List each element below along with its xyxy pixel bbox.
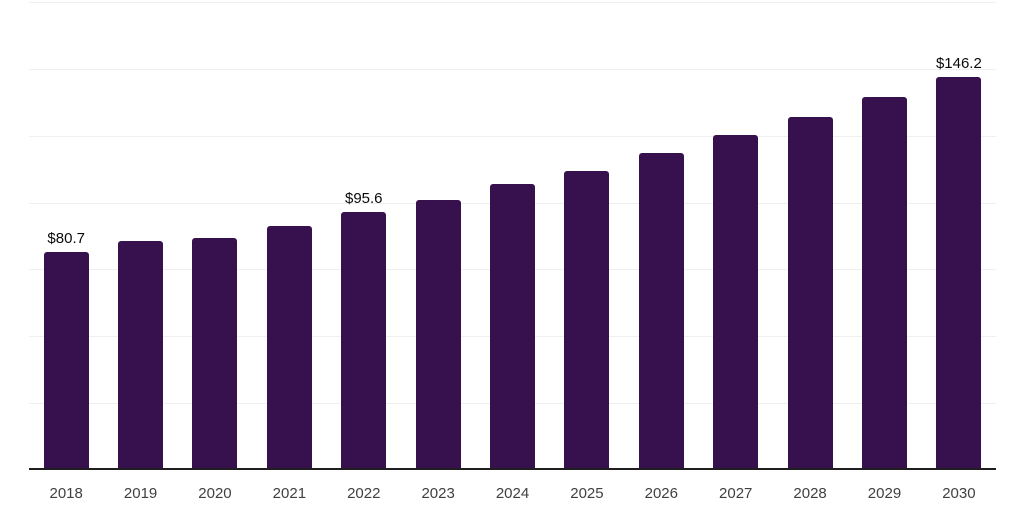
bar-2023[interactable] — [415, 199, 461, 468]
bar-slot-2021 — [252, 226, 326, 468]
x-tick-label-2019: 2019 — [123, 485, 158, 502]
x-tick-label-2026: 2026 — [644, 485, 678, 502]
bar-2018[interactable] — [43, 252, 89, 468]
bars-container: $80.7 $95.6 $146.2 — [29, 2, 996, 468]
bar-2020[interactable] — [192, 237, 238, 468]
x-tick-label-2025: 2025 — [570, 485, 604, 502]
bar-2030[interactable] — [936, 77, 982, 468]
bar-value-label-2022: $95.6 — [344, 190, 383, 208]
bar-slot-2019 — [103, 241, 177, 468]
bar-slot-2026 — [624, 152, 698, 468]
x-tick-label-2022: 2022 — [347, 485, 381, 502]
bar-slot-2025 — [550, 170, 624, 468]
bar-slot-2027 — [699, 134, 773, 468]
bar-slot-2020 — [178, 237, 252, 468]
bar-2027[interactable] — [713, 134, 759, 468]
bar-value-label-2030: $146.2 — [935, 55, 982, 73]
gridline-125 — [29, 135, 996, 137]
bar-slot-2023 — [401, 199, 475, 468]
bar-slot-2028 — [773, 117, 847, 468]
bar-2019[interactable] — [118, 241, 164, 468]
x-axis: 2018 2019 2020 2021 2022 2023 2024 2025 2026 2027… — [29, 472, 996, 512]
x-tick-label-2018: 2018 — [49, 485, 83, 502]
bar-2024[interactable] — [490, 184, 536, 468]
bar-2029[interactable] — [861, 97, 907, 468]
gridline-150 — [29, 68, 996, 70]
gridline-175 — [29, 2, 996, 3]
bar-value-label-2018: $80.7 — [47, 230, 85, 248]
bar-2026[interactable] — [638, 152, 684, 468]
bar-2021[interactable] — [266, 226, 312, 468]
x-tick-label-2023: 2023 — [421, 485, 455, 502]
x-tick-label-2020: 2020 — [198, 485, 232, 502]
plot-area: $80.7 $95.6 $146.2 — [29, 2, 996, 470]
bar-2022[interactable] — [341, 212, 387, 468]
x-tick-label-2021: 2021 — [272, 485, 307, 502]
x-tick-label-2028: 2028 — [793, 485, 827, 502]
bar-slot-2022: $95.6 — [327, 191, 401, 468]
bar-slot-2018: $80.7 — [29, 231, 103, 468]
bar-2028[interactable] — [787, 117, 833, 468]
x-tick-label-2027: 2027 — [719, 485, 753, 502]
bar-slot-2029 — [847, 97, 921, 468]
x-tick-label-2029: 2029 — [867, 485, 902, 502]
x-tick-label-2024: 2024 — [495, 485, 530, 502]
x-tick-label-2030: 2030 — [942, 485, 976, 502]
bar-slot-2024 — [475, 184, 549, 468]
bar-2025[interactable] — [564, 170, 610, 468]
bar-slot-2030: $146.2 — [922, 56, 996, 468]
